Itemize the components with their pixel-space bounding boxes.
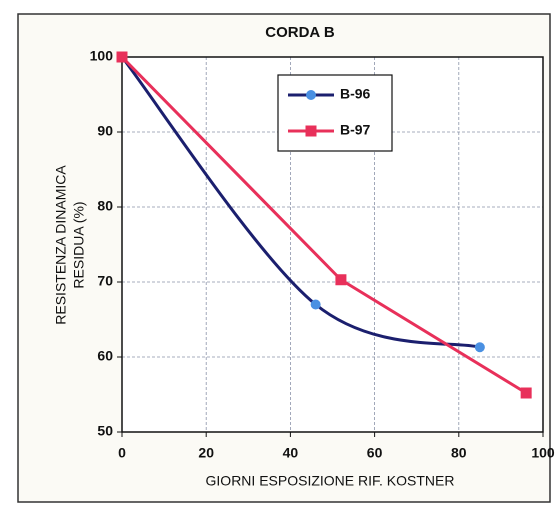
y-tick-label: 60: [97, 348, 113, 364]
x-tick-label: 40: [283, 445, 299, 461]
x-tick-label: 0: [118, 445, 126, 461]
marker: [520, 387, 532, 399]
marker: [335, 274, 347, 286]
x-tick-label: 80: [451, 445, 467, 461]
x-tick-label: 20: [198, 445, 214, 461]
legend-label: B-97: [340, 122, 371, 138]
y-axis-label: RESISTENZA DINAMICA: [53, 165, 69, 325]
legend-label: B-96: [340, 86, 371, 102]
chart-title: CORDA B: [265, 24, 335, 41]
x-tick-label: 60: [367, 445, 383, 461]
legend-marker: [306, 90, 316, 100]
x-tick-label: 100: [531, 445, 555, 461]
marker: [116, 51, 128, 63]
y-tick-label: 80: [97, 198, 113, 214]
series-line: [120, 56, 481, 349]
x-axis-label: GIORNI ESPOSIZIONE RIF. KOSTNER: [206, 473, 455, 489]
plot-border: [121, 56, 544, 433]
marker: [474, 342, 485, 353]
y-tick-label: 90: [97, 123, 113, 139]
marker: [310, 299, 321, 310]
legend-marker: [305, 125, 317, 137]
y-tick-label: 100: [90, 48, 114, 64]
y-tick-label: 50: [97, 423, 113, 439]
y-axis-label: RESIDUA (%): [71, 201, 87, 288]
y-tick-label: 70: [97, 273, 113, 289]
legend-box: [277, 74, 393, 152]
